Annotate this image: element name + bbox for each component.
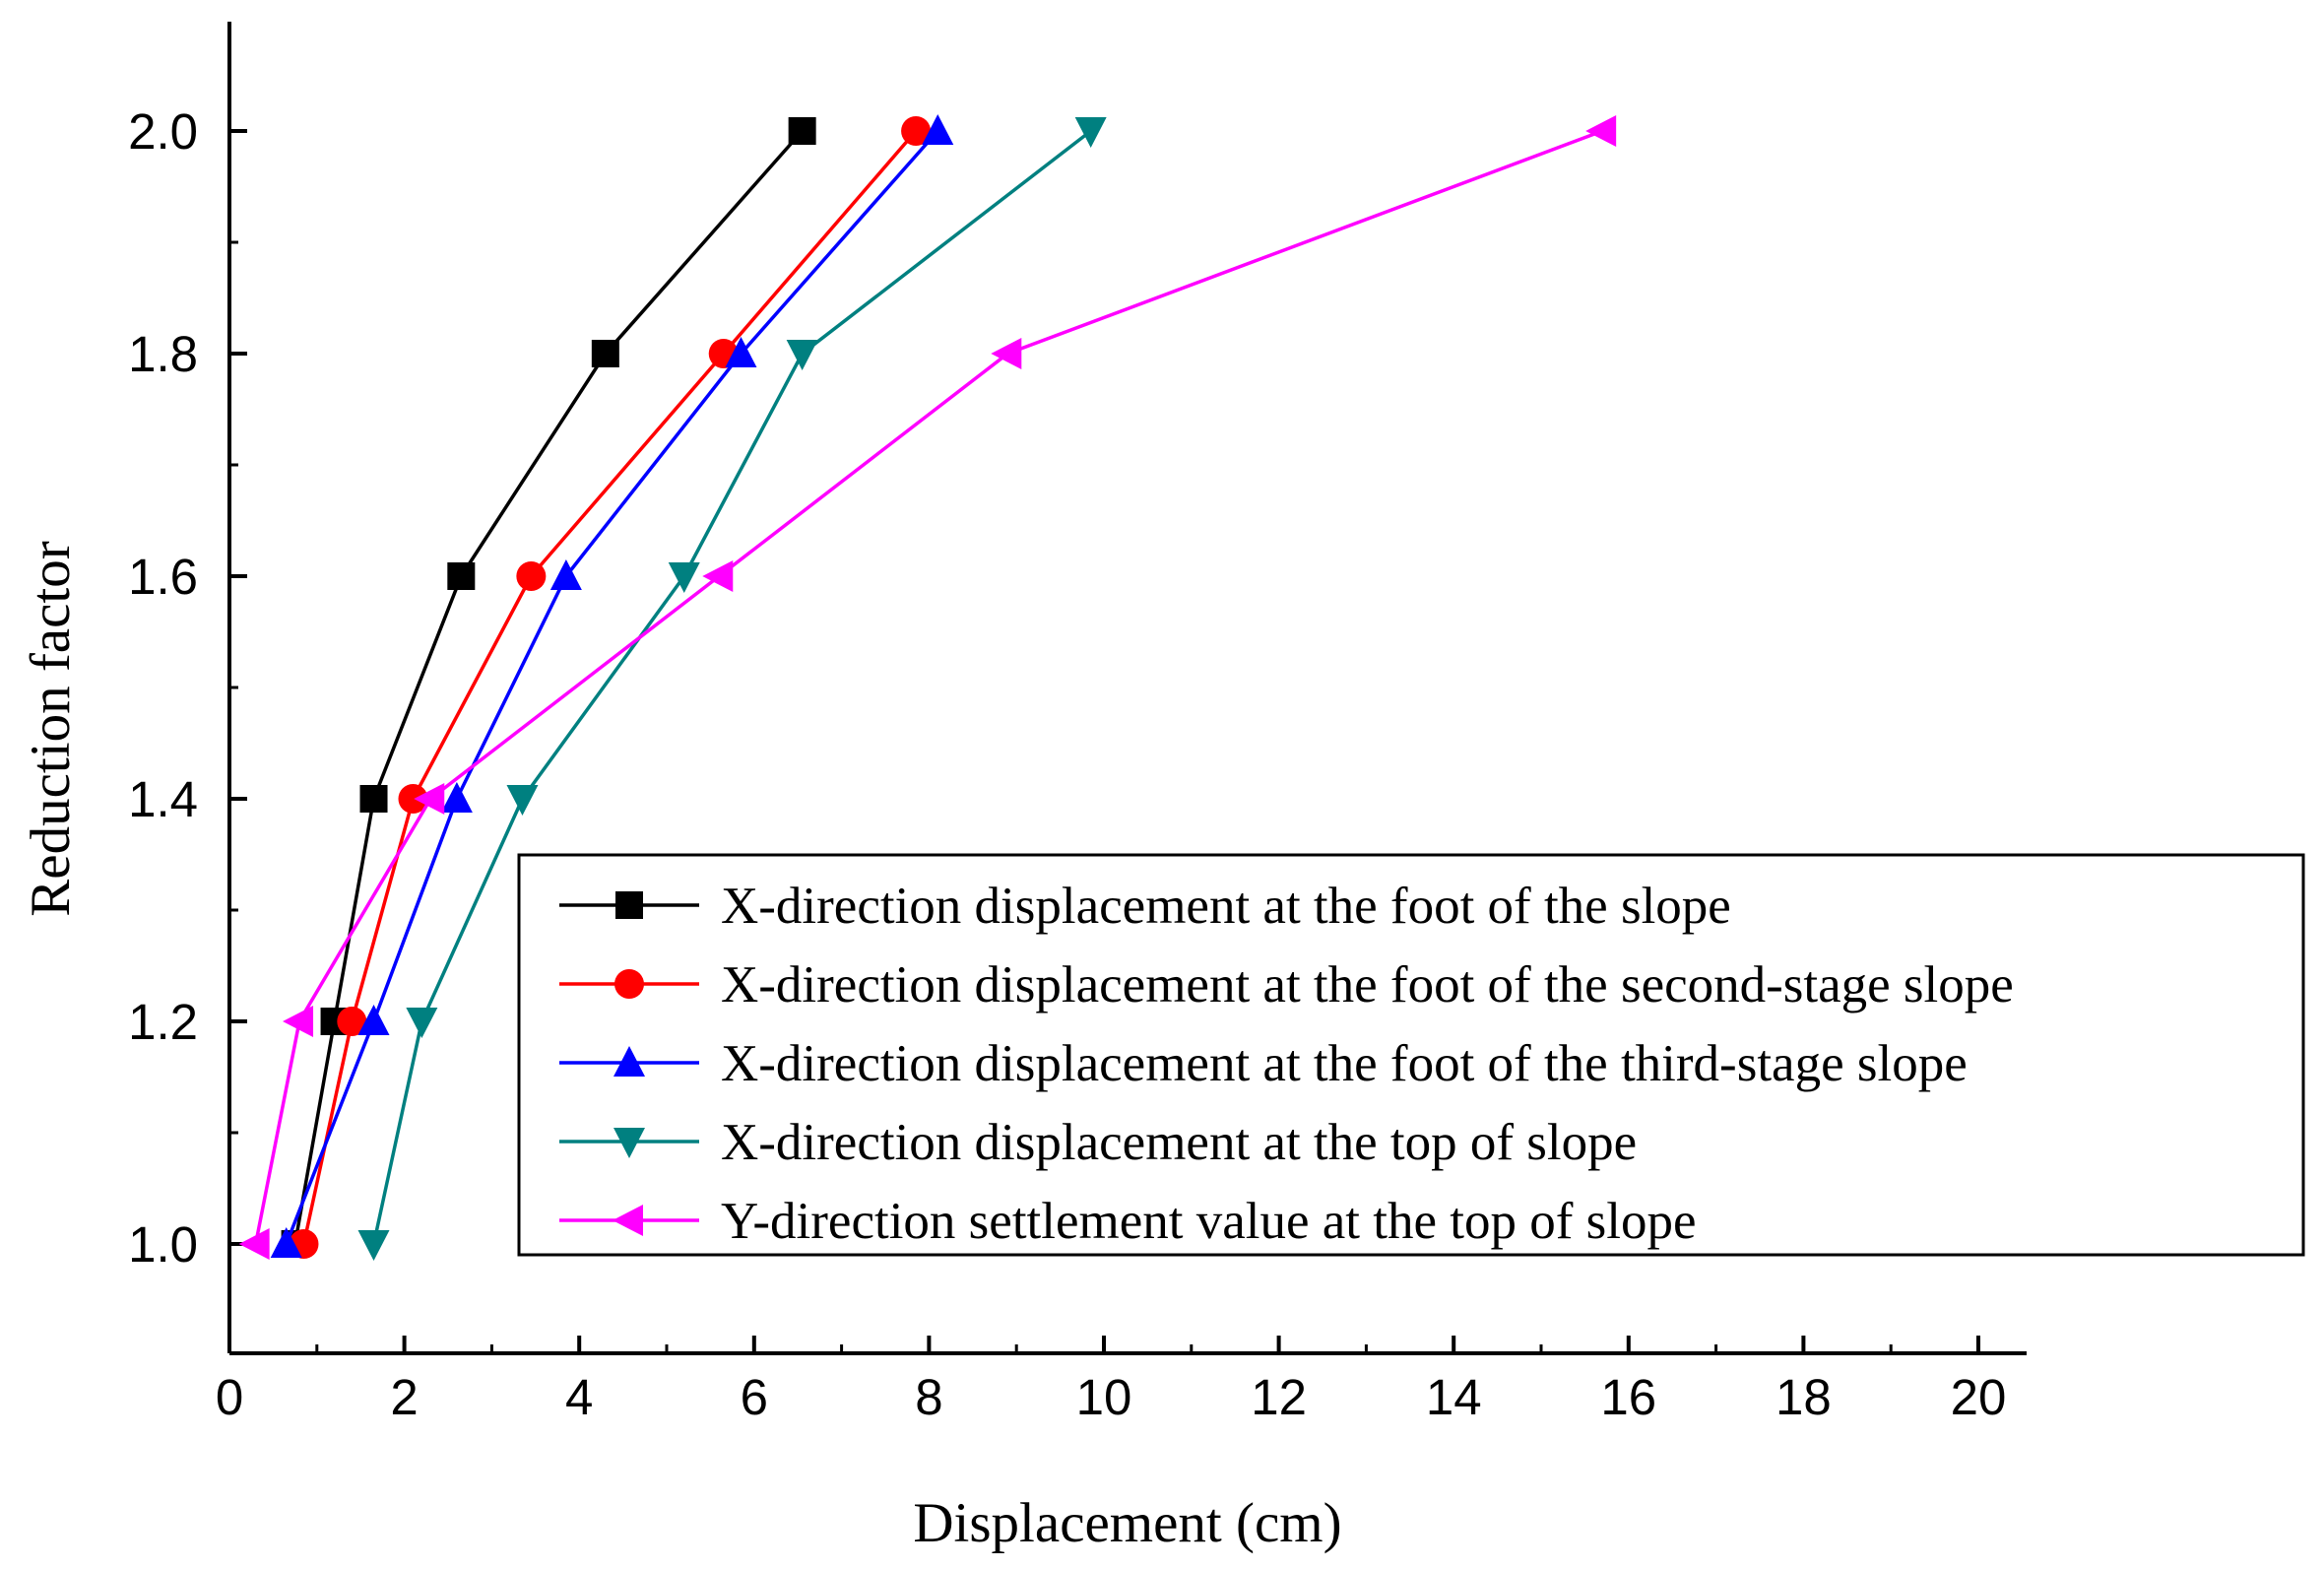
y-axis-title: Reduction factor: [20, 541, 82, 916]
y-tick-label: 2.0: [128, 103, 198, 160]
x-tick-label: 18: [1775, 1369, 1832, 1425]
data-point: [359, 785, 388, 813]
series-2: [289, 116, 932, 1259]
x-axis-title: Displacement (cm): [913, 1492, 1341, 1554]
data-point: [406, 1008, 438, 1038]
series-5: [238, 115, 1617, 1260]
data-point: [357, 1005, 390, 1035]
data-point: [414, 783, 445, 815]
y-tick-label: 1.2: [128, 994, 198, 1050]
data-point: [506, 785, 539, 816]
x-tick-label: 14: [1426, 1369, 1482, 1425]
series-line: [292, 129, 804, 1245]
legend-item: Y-direction settlement value at the top …: [559, 1193, 1697, 1250]
y-tick-label: 1.4: [128, 771, 198, 827]
legend-marker: [613, 1046, 645, 1077]
data-point: [337, 1007, 367, 1036]
x-tick-label: 0: [216, 1369, 243, 1425]
data-point: [270, 1227, 302, 1258]
data-point: [238, 1228, 270, 1260]
data-point: [786, 340, 818, 370]
data-point: [516, 561, 547, 591]
data-point: [283, 1006, 314, 1037]
series-4: [357, 117, 1107, 1261]
legend-label: Y-direction settlement value at the top …: [721, 1193, 1697, 1250]
y-tick-label: 1.0: [128, 1216, 198, 1273]
legend-item: X-direction displacement at the foot of …: [559, 956, 2014, 1013]
data-point: [901, 116, 932, 146]
data-point: [991, 338, 1022, 369]
legend-marker: [615, 891, 643, 919]
legend-marker: [613, 1128, 645, 1158]
series-1: [281, 117, 816, 1258]
data-point: [788, 117, 816, 145]
x-tick-label: 16: [1600, 1369, 1656, 1425]
series-line: [301, 129, 918, 1245]
data-point: [702, 560, 734, 592]
legend-label: X-direction displacement at the foot of …: [721, 956, 2014, 1013]
legend: X-direction displacement at the foot of …: [517, 853, 2305, 1257]
x-tick-label: 8: [915, 1369, 942, 1425]
x-tick-label: 4: [565, 1369, 593, 1425]
legend-item: X-direction displacement at the foot of …: [559, 878, 1731, 935]
data-point: [591, 340, 619, 367]
y-ticks: 1.0 1.2 1.4 1.6 1.8 2.0: [128, 103, 247, 1273]
x-tick-label: 10: [1076, 1369, 1132, 1425]
legend-marker: [614, 969, 644, 999]
data-point: [922, 114, 954, 145]
series: [238, 114, 1617, 1261]
y-tick-label: 1.8: [128, 326, 198, 382]
series-line: [253, 129, 1603, 1245]
legend-marker: [613, 1205, 643, 1236]
legend-item: X-direction displacement at the top of s…: [559, 1114, 1637, 1171]
legend-label: X-direction displacement at the foot of …: [721, 1035, 1968, 1092]
data-point: [1585, 115, 1617, 147]
x-ticks: 0 2 4 6 8 10 12 14 16 18 20: [216, 1336, 2007, 1425]
legend-item: X-direction displacement at the foot of …: [559, 1035, 1968, 1092]
series-3: [270, 114, 954, 1258]
legend-box: [517, 853, 2305, 1257]
x-tick-label: 2: [390, 1369, 418, 1425]
y-tick-label: 1.6: [128, 549, 198, 605]
data-point: [549, 559, 582, 590]
data-point: [357, 1230, 390, 1261]
data-point: [1074, 117, 1107, 148]
data-point: [440, 782, 473, 813]
x-tick-label: 6: [741, 1369, 768, 1425]
x-tick-label: 20: [1951, 1369, 2007, 1425]
legend-label: X-direction displacement at the top of s…: [721, 1114, 1637, 1171]
data-point: [725, 337, 757, 367]
series-line: [371, 129, 1092, 1245]
legend-label: X-direction displacement at the foot of …: [721, 878, 1731, 935]
series-line: [285, 129, 939, 1245]
data-point: [668, 562, 700, 593]
data-point: [447, 562, 476, 590]
x-tick-label: 12: [1251, 1369, 1307, 1425]
data-point: [398, 784, 428, 814]
